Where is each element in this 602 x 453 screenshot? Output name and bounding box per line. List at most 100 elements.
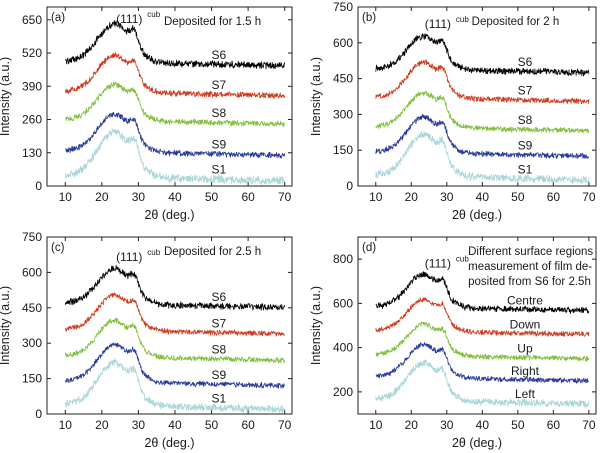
peak-label: (111)	[425, 256, 451, 270]
series-label-down: Down	[510, 317, 541, 331]
y-tick-label: 150	[333, 143, 353, 157]
series-label-up: Up	[517, 342, 533, 356]
series-line-s8	[375, 90, 590, 134]
panel-a: 10 20 30 40 50 60 70 0 130 260 390 520 650 2θ (deg.) I…	[0, 6, 293, 222]
x-tick-label: 60	[241, 418, 255, 432]
series-label-centre: Centre	[507, 293, 543, 307]
series-line-s1	[375, 130, 590, 185]
series-line-s6	[375, 33, 590, 77]
panel-label: (c)	[51, 242, 65, 254]
x-tick-label: 40	[476, 418, 490, 432]
y-tick-label: 600	[333, 296, 353, 310]
y-axis-label: Intensity (a.u.)	[309, 286, 323, 365]
y-tick-label: 400	[333, 341, 353, 355]
series-line-s7	[64, 292, 285, 337]
series-line-up	[375, 321, 590, 362]
series-line-s9	[64, 111, 286, 159]
y-tick-label: 600	[333, 36, 353, 50]
x-tick-label: 20	[95, 190, 109, 204]
series-label-s8: S8	[212, 106, 227, 120]
x-tick-label: 30	[440, 190, 454, 204]
panel-label: (b)	[362, 12, 376, 24]
series-line-s8	[64, 81, 285, 128]
series-line-down	[375, 297, 590, 337]
series-line-s9	[64, 342, 286, 389]
series-label-s8: S8	[212, 343, 227, 357]
x-axis-label: 2θ (deg.)	[144, 208, 194, 222]
y-tick-label: 390	[22, 79, 42, 93]
x-tick-label: 70	[582, 190, 596, 204]
y-tick-label: 150	[22, 372, 42, 386]
series-line-s1	[64, 128, 286, 186]
panel-label: (a)	[51, 12, 65, 24]
y-tick-label: 600	[22, 265, 42, 279]
series-line-s1	[64, 358, 286, 414]
series-label-s1: S1	[212, 392, 227, 406]
series-label-s1: S1	[518, 162, 533, 176]
series-line-s6	[64, 264, 286, 311]
annotation-line: Deposited for 2 h	[472, 16, 560, 28]
x-tick-label: 10	[369, 190, 383, 204]
y-tick-label: 130	[22, 146, 42, 160]
x-axis-label: 2θ (deg.)	[452, 208, 502, 222]
series-label-s8: S8	[518, 113, 533, 127]
annotation-line: measurement of film de-	[468, 261, 592, 273]
plot-frame	[357, 236, 597, 415]
y-tick-label: 520	[22, 46, 42, 60]
plot-frame	[357, 6, 597, 187]
x-tick-label: 60	[241, 190, 255, 204]
series-label-s9: S9	[212, 368, 227, 382]
panel-d: 10 20 30 40 50 60 70 200 400 600 800 2θ (deg.) Inten…	[309, 236, 597, 450]
x-tick-label: 50	[511, 190, 525, 204]
x-tick-label: 50	[205, 418, 219, 432]
annotation-line: Deposited for 2.5 h	[164, 246, 261, 258]
series-line-s7	[64, 52, 286, 99]
x-tick-label: 60	[547, 418, 561, 432]
y-tick-label: 750	[22, 230, 42, 244]
x-tick-label: 30	[132, 418, 146, 432]
x-tick-label: 60	[547, 190, 561, 204]
series-label-s9: S9	[212, 137, 227, 151]
x-tick-label: 70	[582, 418, 596, 432]
panel-label: (d)	[362, 242, 376, 254]
x-tick-label: 10	[59, 190, 73, 204]
y-tick-label: 450	[22, 301, 42, 315]
y-tick-label: 650	[22, 13, 42, 27]
y-tick-label: 800	[333, 252, 353, 266]
y-tick-label: 0	[35, 179, 42, 193]
series-line-s6	[64, 20, 286, 70]
x-tick-label: 20	[405, 190, 419, 204]
x-axis-label: 2θ (deg.)	[144, 436, 194, 450]
y-tick-label: 450	[333, 72, 353, 86]
series-line-left	[375, 359, 590, 408]
series-line-s9	[375, 113, 589, 159]
x-tick-label: 70	[278, 190, 292, 204]
plot-frame	[46, 236, 293, 415]
x-tick-label: 40	[476, 190, 490, 204]
series-line-right	[375, 342, 590, 384]
x-tick-label: 20	[405, 418, 419, 432]
x-tick-label: 50	[511, 418, 525, 432]
panel-b: 10 20 30 40 50 60 70 0 150 300 450 600 750 2θ (deg.) I…	[309, 0, 597, 222]
x-tick-label: 30	[132, 190, 146, 204]
peak-label: (111)	[116, 250, 142, 264]
x-tick-label: 20	[95, 418, 109, 432]
series-line-s8	[64, 317, 286, 364]
peak-label-superscript: cub	[456, 254, 469, 263]
peak-label-superscript: cub	[147, 10, 160, 19]
peak-label-superscript: cub	[147, 248, 160, 257]
y-tick-label: 300	[22, 336, 42, 350]
x-tick-label: 40	[168, 418, 182, 432]
y-axis-label: Intensity (a.u.)	[0, 57, 12, 136]
x-tick-label: 50	[205, 190, 219, 204]
y-tick-label: 0	[346, 179, 353, 193]
y-tick-label: 300	[333, 107, 353, 121]
y-axis-label: Intensity (a.u.)	[309, 57, 323, 136]
y-tick-label: 0	[35, 407, 42, 421]
peak-label: (111)	[425, 17, 451, 31]
series-label-s6: S6	[212, 290, 227, 304]
series-label-s7: S7	[518, 84, 533, 98]
y-tick-label: 200	[333, 385, 353, 399]
x-tick-label: 40	[168, 190, 182, 204]
